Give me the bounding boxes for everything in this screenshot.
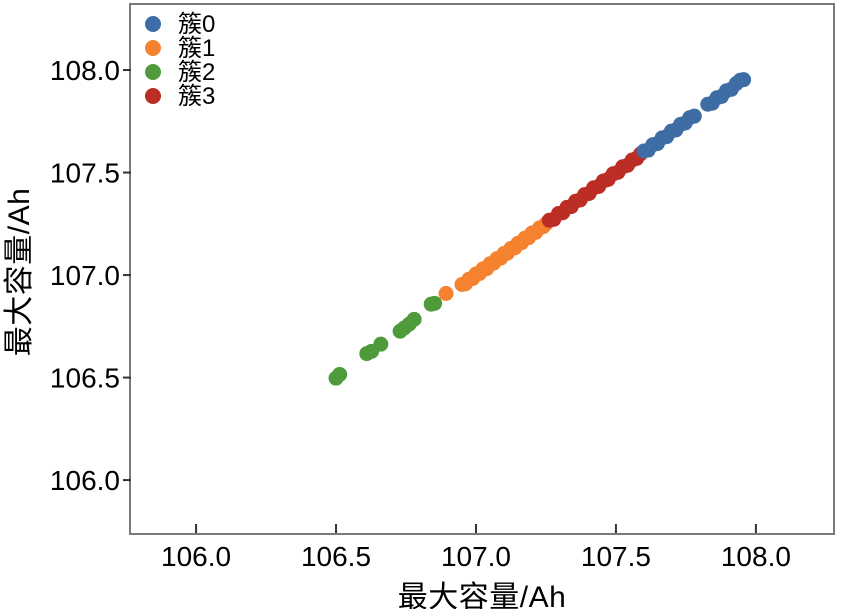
axes-layer: 106.0 106.5 107.0 107.5 108.0 106.0 106.5 107.0… bbox=[50, 3, 835, 572]
scatter-point-簇1 bbox=[438, 286, 454, 302]
scatter-points-layer bbox=[328, 72, 752, 386]
plot-border bbox=[129, 3, 835, 535]
y-tick-label: 107.0 bbox=[50, 260, 120, 291]
scatter-point-簇2 bbox=[332, 366, 348, 382]
legend-swatch bbox=[145, 40, 161, 56]
legend-swatch bbox=[145, 16, 161, 32]
scatter-point-簇2 bbox=[427, 295, 443, 311]
y-tick-label: 106.5 bbox=[50, 363, 120, 394]
x-tick-label: 106.5 bbox=[301, 541, 371, 572]
x-tick-label: 108.0 bbox=[721, 541, 791, 572]
legend-label: 簇1 bbox=[178, 35, 215, 62]
y-tick-label: 107.5 bbox=[50, 158, 120, 189]
y-tick-label: 106.0 bbox=[50, 465, 120, 496]
x-tick-label: 107.5 bbox=[581, 541, 651, 572]
y-axis-label: 最大容量/Ah bbox=[3, 187, 36, 357]
legend-label: 簇3 bbox=[178, 83, 215, 110]
scatter-point-簇0 bbox=[736, 72, 752, 88]
scatter-point-簇0 bbox=[686, 108, 702, 124]
legend-label: 簇2 bbox=[178, 59, 215, 86]
legend-swatch bbox=[145, 88, 161, 104]
legend-label: 簇0 bbox=[178, 11, 215, 38]
x-axis-label: 最大容量/Ah bbox=[397, 581, 567, 609]
scatter-point-簇2 bbox=[373, 336, 389, 352]
x-tick-label: 107.0 bbox=[441, 541, 511, 572]
scatter-point-簇2 bbox=[406, 311, 422, 327]
legend-swatch bbox=[145, 64, 161, 80]
y-tick-label: 108.0 bbox=[50, 55, 120, 86]
x-tick-label: 106.0 bbox=[161, 541, 231, 572]
